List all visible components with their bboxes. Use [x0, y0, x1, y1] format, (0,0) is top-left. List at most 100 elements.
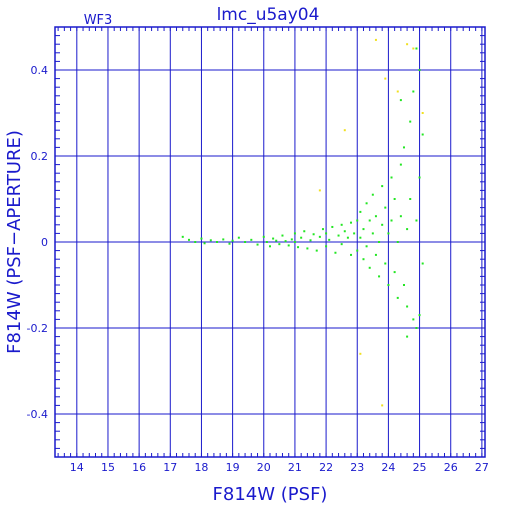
data-point — [340, 243, 343, 246]
data-point — [306, 247, 309, 250]
data-point — [265, 241, 268, 243]
data-point — [325, 232, 328, 235]
data-point — [412, 318, 415, 321]
x-tick-label: 22 — [319, 461, 333, 474]
data-point — [200, 237, 203, 240]
data-point — [325, 245, 328, 248]
data-point — [303, 230, 306, 233]
data-point — [337, 234, 340, 237]
data-point — [209, 239, 212, 242]
data-point — [353, 232, 356, 235]
data-point — [378, 275, 381, 278]
data-point — [331, 225, 334, 228]
data-point — [421, 262, 424, 265]
data-point — [269, 245, 271, 248]
data-point — [390, 176, 393, 179]
data-point — [393, 198, 396, 200]
x-tick-label: 25 — [413, 461, 427, 474]
data-point — [415, 47, 418, 50]
data-point — [406, 228, 409, 231]
data-point — [309, 239, 312, 242]
data-point — [318, 235, 321, 238]
data-point — [340, 223, 343, 226]
data-point — [378, 241, 381, 243]
data-point — [262, 235, 265, 238]
data-point — [284, 240, 287, 243]
data-point — [396, 90, 399, 93]
data-point — [356, 249, 359, 252]
data-point — [256, 243, 259, 246]
data-point — [418, 314, 421, 317]
data-point — [181, 235, 184, 238]
data-point — [272, 237, 275, 240]
data-point — [381, 223, 384, 226]
data-point — [384, 77, 387, 80]
data-point — [381, 404, 384, 407]
data-point — [228, 242, 231, 245]
data-point — [399, 163, 402, 166]
data-point — [387, 232, 390, 235]
data-point — [371, 232, 374, 235]
y-tick-label: 0.2 — [31, 150, 49, 163]
data-point — [281, 234, 284, 237]
y-tick-label: -0.2 — [27, 322, 48, 335]
data-point — [368, 219, 371, 222]
data-point — [387, 284, 390, 286]
data-point — [187, 238, 190, 241]
x-tick-label: 19 — [226, 461, 240, 474]
data-point — [368, 266, 371, 269]
data-point — [396, 296, 399, 299]
data-point — [415, 327, 418, 329]
data-point — [203, 242, 206, 245]
plot-frame — [54, 26, 486, 458]
data-point — [402, 284, 405, 286]
data-point — [315, 249, 318, 252]
y-tick-label: 0 — [41, 236, 48, 249]
y-axis-label: F814W (PSF−APERTURE) — [4, 130, 25, 354]
data-point — [362, 258, 365, 261]
panel-label: WF3 — [84, 13, 113, 28]
data-point — [287, 244, 290, 247]
data-point — [350, 253, 353, 256]
data-point — [290, 238, 293, 241]
x-tick-label: 23 — [350, 461, 364, 474]
data-point — [374, 38, 377, 41]
data-point — [384, 206, 387, 209]
data-point — [278, 243, 281, 246]
data-point — [250, 238, 253, 241]
data-point — [365, 202, 368, 205]
x-tick-label: 26 — [444, 461, 458, 474]
data-point — [415, 219, 418, 222]
x-tick-label: 14 — [70, 461, 84, 474]
data-point — [343, 129, 346, 132]
data-point — [418, 69, 421, 71]
data-point — [359, 352, 362, 355]
y-tick-label: 0.4 — [31, 64, 49, 77]
data-point — [421, 112, 424, 114]
y-tick-label: -0.4 — [27, 408, 48, 421]
data-point — [216, 241, 219, 243]
grid-lines — [55, 27, 485, 457]
data-point — [350, 221, 353, 224]
data-point — [406, 335, 409, 338]
data-point — [393, 271, 396, 274]
data-point — [222, 238, 225, 241]
data-point — [399, 215, 402, 218]
data-point — [371, 193, 374, 196]
x-tick-label: 27 — [475, 461, 489, 474]
data-point — [328, 238, 331, 241]
data-point — [396, 241, 399, 243]
data-point — [402, 146, 405, 149]
data-point — [194, 241, 197, 243]
data-point — [244, 241, 247, 243]
data-point — [399, 99, 402, 102]
data-point — [321, 228, 324, 231]
data-point — [359, 236, 362, 239]
data-point — [374, 253, 377, 256]
data-point — [343, 230, 346, 233]
data-points — [181, 38, 424, 407]
x-tick-label: 17 — [163, 461, 177, 474]
data-point — [356, 219, 359, 222]
data-point — [300, 236, 303, 239]
